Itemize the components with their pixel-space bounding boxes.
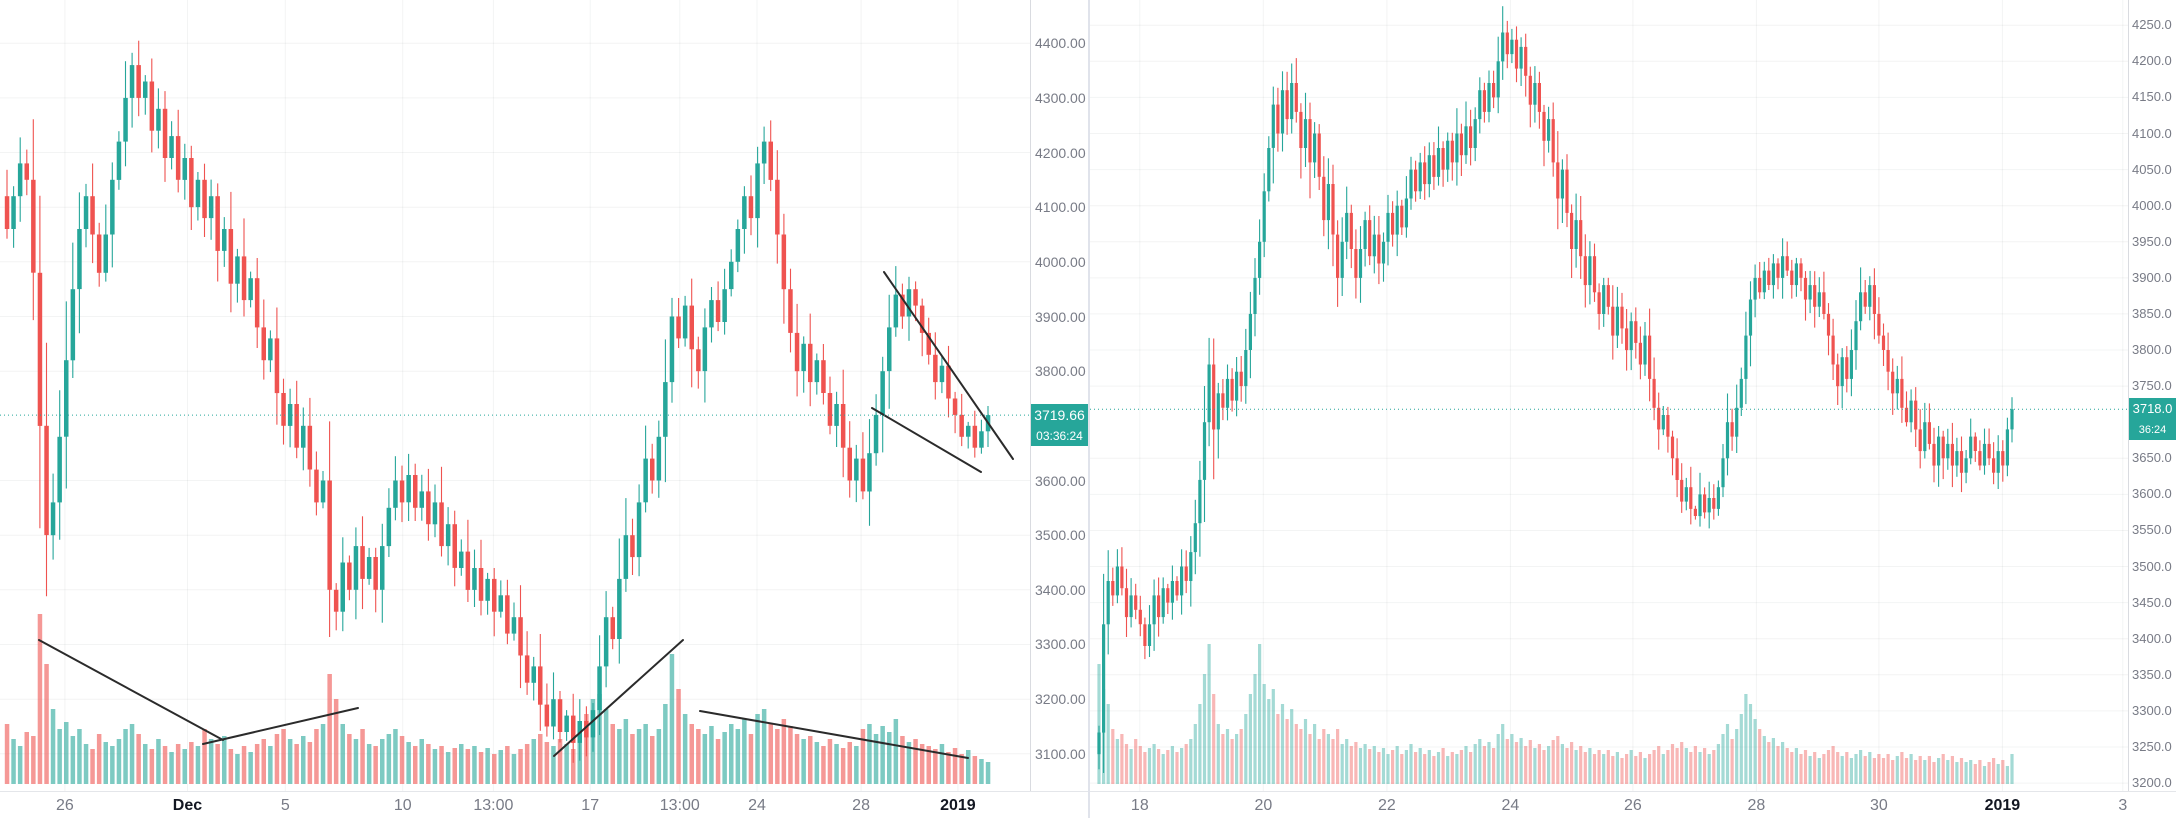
price-tick-label: 4150.0	[2132, 89, 2172, 105]
time-tick-label: 26	[1623, 797, 1642, 814]
volume-bars	[4, 614, 991, 784]
price-axis-left[interactable]: 3719.66 03:36:24 4400.00 4300.00 4200.00 41…	[1030, 0, 1088, 791]
time-tick-label: 20	[1254, 797, 1273, 814]
time-tick-label: 18	[1130, 797, 1149, 814]
price-axis-right[interactable]: 3718.0 36:24 4250.0 4200.0 4150.0 4100.0 405…	[2128, 0, 2176, 791]
countdown-badge-right: 36:24	[2129, 420, 2176, 441]
time-tick-label: 3	[2118, 797, 2128, 814]
price-tick-label: 3250.0	[2132, 738, 2172, 754]
price-tick-label: 3800.00	[1035, 363, 1086, 380]
price-tick-label: 4100.00	[1035, 199, 1086, 216]
plot-svg-right[interactable]	[1090, 0, 2128, 791]
price-tick-label: 3600.0	[2132, 486, 2172, 502]
time-tick-label: 26	[55, 797, 74, 814]
time-tick-label: 13:00	[473, 797, 514, 814]
plot-svg-left[interactable]	[0, 0, 1030, 791]
time-axis-left[interactable]: 26 Dec 5 10 13:00 17 13:00 24 28 2019	[0, 791, 1088, 818]
time-axis-right[interactable]: 18 20 22 24 26 28 30 2019 3	[1090, 791, 2176, 818]
price-tick-label: 3200.0	[2132, 775, 2172, 791]
price-tick-label: 3300.0	[2132, 702, 2172, 718]
price-tick-label: 3950.0	[2132, 233, 2172, 249]
trend-lines[interactable]	[38, 271, 1014, 759]
price-tick-label: 3600.00	[1035, 472, 1086, 489]
time-tick-label: 10	[393, 797, 412, 814]
price-tick-label: 3850.0	[2132, 305, 2172, 321]
price-tick-label: 4000.0	[2132, 197, 2172, 213]
time-tick-label: 24	[1501, 797, 1520, 814]
time-tick-label: 17	[581, 797, 600, 814]
price-tick-label: 3650.0	[2132, 450, 2172, 466]
countdown-badge-left: 03:36:24	[1031, 426, 1088, 447]
price-tick-label: 4250.0	[2132, 17, 2172, 33]
price-tick-label: 3400.0	[2132, 630, 2172, 646]
time-tick-label: 2019	[940, 797, 976, 814]
price-tick-label: 3900.0	[2132, 269, 2172, 285]
price-tick-label: 4050.0	[2132, 161, 2172, 177]
time-tick-label: 28	[852, 797, 870, 814]
price-tick-label: 4000.00	[1035, 253, 1086, 270]
price-tick-label: 3400.00	[1035, 581, 1086, 598]
time-tick-label: Dec	[172, 797, 203, 814]
time-tick-label: 24	[748, 797, 766, 814]
candles-layer	[4, 40, 991, 763]
time-tick-label: 2019	[1984, 797, 2021, 814]
candles-layer	[1097, 6, 2014, 773]
price-tick-label: 3100.00	[1035, 745, 1086, 762]
price-tick-label: 4400.00	[1035, 35, 1086, 52]
time-tick-label: 13:00	[659, 797, 700, 814]
price-tick-label: 3550.0	[2132, 522, 2172, 538]
price-tick-label: 4200.00	[1035, 144, 1086, 161]
price-tick-label: 3800.0	[2132, 342, 2172, 358]
price-tick-label: 3200.00	[1035, 691, 1086, 708]
price-badge-right: 3718.0	[2129, 398, 2176, 421]
chart-pane-left: 3719.66 03:36:24 4400.00 4300.00 4200.00 41…	[0, 0, 1088, 818]
volume-bars	[1097, 644, 2014, 784]
price-tick-label: 3300.00	[1035, 636, 1086, 653]
chart-pane-right: 3718.0 36:24 4250.0 4200.0 4150.0 4100.0 405…	[1088, 0, 2176, 818]
price-tick-label: 4300.00	[1035, 89, 1086, 106]
price-tick-label: 3450.0	[2132, 594, 2172, 610]
time-tick-label: 28	[1747, 797, 1766, 814]
price-tick-label: 4100.0	[2132, 125, 2172, 141]
price-badge-left: 3719.66	[1031, 404, 1088, 427]
price-tick-label: 4200.0	[2132, 53, 2172, 69]
price-tick-label: 3750.0	[2132, 378, 2172, 394]
time-tick-label: 30	[1869, 797, 1888, 814]
price-tick-label: 3500.0	[2132, 558, 2172, 574]
price-tick-label: 3500.00	[1035, 527, 1086, 544]
price-tick-label: 3350.0	[2132, 666, 2172, 682]
time-tick-label: 22	[1377, 797, 1396, 814]
price-tick-label: 3900.00	[1035, 308, 1086, 325]
grid-lines	[0, 0, 1030, 791]
time-tick-label: 5	[280, 797, 290, 814]
